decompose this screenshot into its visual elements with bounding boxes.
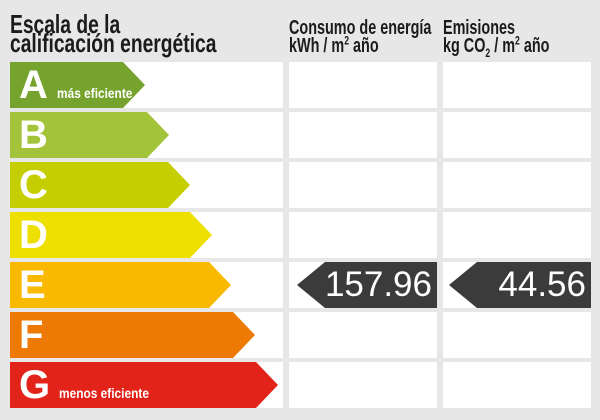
consumo-cell-c xyxy=(289,162,437,208)
rating-letter-b: B xyxy=(19,113,48,157)
emisiones-header-label: Emisiones xyxy=(443,17,516,39)
consumo-cell-d xyxy=(289,212,437,258)
rating-letter-c: C xyxy=(19,163,48,207)
consumo-column-header: Consumo de energía kWh / m2 año xyxy=(289,17,432,57)
consumo-header-unit: kWh / m2 año xyxy=(289,33,379,57)
rating-letter-g: G xyxy=(19,363,51,407)
efficiency-note-g: menos eficiente xyxy=(59,385,150,401)
consumo-header-label: Consumo de energía xyxy=(289,17,432,39)
consumo-cell-e: 157.96 xyxy=(289,262,437,308)
scale-cell-d: D xyxy=(10,212,283,258)
consumo-cell-b xyxy=(289,112,437,158)
rating-arrow-e: E xyxy=(10,262,231,308)
emisiones-column-header: Emisiones kg CO2 / m2 año xyxy=(443,17,550,60)
scale-cell-c: C xyxy=(10,162,283,208)
rating-letter-a: A xyxy=(19,63,48,107)
efficiency-note-a: más eficiente xyxy=(56,85,133,101)
rating-arrow-f: F xyxy=(10,312,255,358)
rating-letter-e: E xyxy=(19,263,46,307)
rating-arrow-c: C xyxy=(10,162,190,208)
rating-arrow-b: B xyxy=(10,112,169,158)
consumo-cell-a xyxy=(289,62,437,108)
consumo-value: 157.96 xyxy=(324,265,432,304)
emisiones-cell-e: 44.56 xyxy=(443,262,591,308)
consumo-value-arrow: 157.96 xyxy=(297,262,437,308)
emisiones-cell-d xyxy=(443,212,591,258)
page-title: Escala de la calificación energética xyxy=(10,9,217,58)
scale-cell-e: E xyxy=(10,262,283,308)
emisiones-cell-c xyxy=(443,162,591,208)
consumo-cell-f xyxy=(289,312,437,358)
emisiones-cell-g xyxy=(443,362,591,408)
page-title-line1: Escala de la xyxy=(10,9,121,39)
scale-cell-f: F xyxy=(10,312,283,358)
rating-arrow-d: D xyxy=(10,212,212,258)
emisiones-header-unit: kg CO2 / m2 año xyxy=(443,33,550,60)
scale-cell-b: B xyxy=(10,112,283,158)
page-title-line2: calificación energética xyxy=(10,28,217,58)
emisiones-cell-f xyxy=(443,312,591,358)
emisiones-value-arrow: 44.56 xyxy=(449,262,591,308)
rating-letter-d: D xyxy=(19,213,48,257)
rating-letter-f: F xyxy=(19,313,44,357)
emisiones-cell-a xyxy=(443,62,591,108)
emisiones-value: 44.56 xyxy=(498,265,586,304)
emisiones-cell-b xyxy=(443,112,591,158)
consumo-cell-g xyxy=(289,362,437,408)
